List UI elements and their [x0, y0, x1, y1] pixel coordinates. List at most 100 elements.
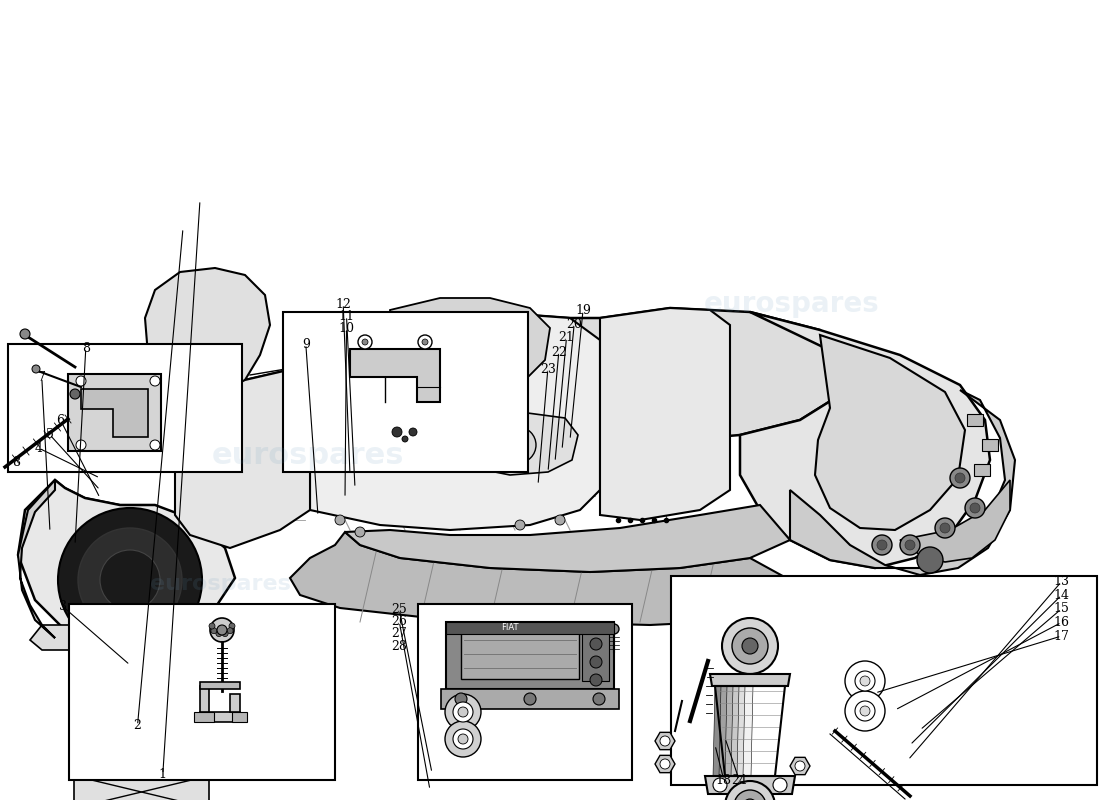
Circle shape	[713, 778, 727, 792]
Circle shape	[734, 790, 766, 800]
Circle shape	[227, 628, 233, 634]
Circle shape	[78, 528, 182, 632]
Polygon shape	[232, 712, 248, 722]
Circle shape	[229, 623, 235, 629]
Circle shape	[722, 618, 778, 674]
Polygon shape	[200, 686, 209, 712]
Circle shape	[845, 691, 886, 731]
Circle shape	[556, 515, 565, 525]
Polygon shape	[740, 312, 990, 568]
Circle shape	[32, 365, 40, 373]
Polygon shape	[290, 532, 790, 625]
Text: 26: 26	[392, 615, 407, 628]
Polygon shape	[18, 480, 235, 648]
Polygon shape	[967, 414, 983, 426]
Circle shape	[358, 335, 372, 349]
Polygon shape	[742, 686, 754, 776]
Circle shape	[795, 761, 805, 771]
Polygon shape	[600, 308, 730, 520]
Polygon shape	[390, 298, 550, 390]
Circle shape	[590, 674, 602, 686]
Text: 7: 7	[37, 371, 46, 384]
Polygon shape	[460, 412, 578, 475]
Text: 24: 24	[732, 774, 747, 786]
Polygon shape	[446, 622, 614, 634]
Circle shape	[660, 759, 670, 769]
Polygon shape	[815, 335, 965, 530]
Polygon shape	[145, 268, 270, 415]
Polygon shape	[200, 682, 240, 689]
Circle shape	[965, 498, 985, 518]
Circle shape	[453, 729, 473, 749]
Circle shape	[217, 625, 227, 635]
Circle shape	[222, 630, 228, 637]
Circle shape	[773, 778, 786, 792]
Polygon shape	[713, 686, 723, 776]
Polygon shape	[737, 686, 747, 776]
Circle shape	[458, 707, 468, 717]
Circle shape	[446, 694, 481, 730]
Text: eurospares: eurospares	[704, 290, 880, 318]
Polygon shape	[982, 439, 998, 451]
Circle shape	[150, 440, 160, 450]
Polygon shape	[175, 365, 310, 548]
Text: 8: 8	[81, 342, 90, 354]
Circle shape	[418, 335, 432, 349]
Text: 21: 21	[559, 331, 574, 344]
Polygon shape	[705, 776, 795, 794]
Polygon shape	[732, 686, 741, 776]
Circle shape	[446, 721, 481, 757]
Circle shape	[409, 428, 417, 436]
Text: 23: 23	[540, 363, 556, 376]
Circle shape	[76, 440, 86, 450]
Polygon shape	[194, 712, 214, 722]
Circle shape	[860, 706, 870, 716]
Polygon shape	[22, 480, 190, 610]
Text: eurospares: eurospares	[212, 442, 405, 470]
Polygon shape	[350, 349, 440, 402]
Circle shape	[609, 624, 619, 634]
Circle shape	[950, 468, 970, 488]
Text: eurospares: eurospares	[150, 574, 290, 594]
Circle shape	[905, 540, 915, 550]
Circle shape	[917, 547, 943, 573]
Text: 13: 13	[1054, 575, 1069, 588]
Text: 12: 12	[336, 298, 351, 310]
Circle shape	[590, 638, 602, 650]
Text: 10: 10	[339, 322, 354, 334]
Text: 3: 3	[58, 600, 67, 613]
Circle shape	[453, 702, 473, 722]
Circle shape	[970, 503, 980, 513]
Polygon shape	[226, 308, 850, 445]
Circle shape	[392, 427, 402, 437]
Circle shape	[336, 515, 345, 525]
Polygon shape	[790, 390, 1015, 575]
Circle shape	[742, 799, 757, 800]
Polygon shape	[654, 755, 675, 773]
Polygon shape	[345, 505, 790, 572]
Circle shape	[70, 389, 80, 399]
Text: 4: 4	[34, 442, 43, 454]
Polygon shape	[74, 772, 209, 800]
Circle shape	[76, 376, 86, 386]
Circle shape	[940, 523, 950, 533]
Text: 8: 8	[12, 455, 20, 469]
Polygon shape	[446, 622, 614, 689]
Polygon shape	[654, 732, 675, 750]
Polygon shape	[81, 389, 148, 437]
Text: 15: 15	[1054, 602, 1069, 615]
Circle shape	[900, 535, 920, 555]
Polygon shape	[200, 712, 240, 722]
Text: 17: 17	[1054, 630, 1069, 642]
Text: 9: 9	[301, 338, 310, 350]
Circle shape	[150, 376, 160, 386]
Circle shape	[510, 437, 526, 453]
Circle shape	[855, 701, 875, 721]
Text: 1: 1	[158, 768, 167, 781]
Circle shape	[422, 339, 428, 345]
Circle shape	[593, 693, 605, 705]
Circle shape	[877, 540, 887, 550]
Text: 20: 20	[566, 318, 582, 330]
Circle shape	[362, 339, 369, 345]
Polygon shape	[69, 604, 336, 780]
